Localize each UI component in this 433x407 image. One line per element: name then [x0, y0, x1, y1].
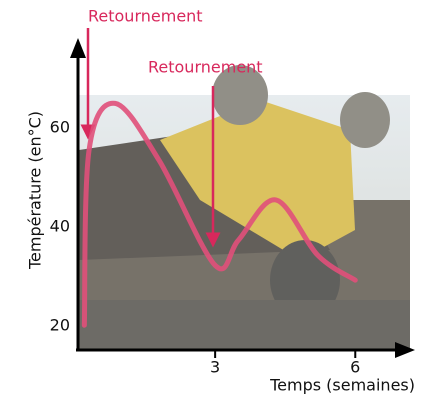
y-tick-label: 40	[50, 217, 70, 236]
y-axis-label: Température (en°C)	[26, 111, 45, 270]
x-tick-label: 3	[210, 358, 220, 377]
page: Température (en°C) Temps (semaines) Reto…	[0, 0, 433, 407]
y-tick-label: 20	[50, 316, 70, 335]
x-axis-label: Temps (semaines)	[269, 376, 415, 395]
annotation: Retournement	[148, 58, 263, 77]
y-axis-arrow	[70, 38, 86, 58]
chart: Température (en°C) Temps (semaines) Reto…	[0, 0, 433, 407]
y-tick-label: 60	[50, 118, 70, 137]
x-tick-label: 6	[350, 358, 360, 377]
annotation: Retournement	[88, 7, 203, 26]
background-photo	[79, 65, 410, 350]
